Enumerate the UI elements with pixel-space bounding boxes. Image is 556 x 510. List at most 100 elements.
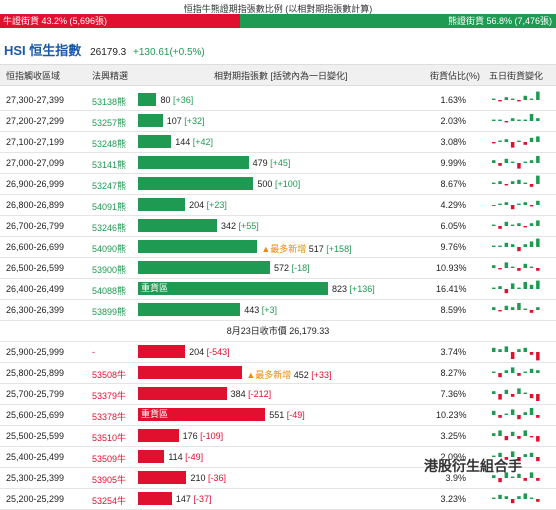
range-cell: 27,200-27,299	[6, 116, 65, 126]
daily-change: [-109]	[200, 431, 224, 441]
spark-bar	[498, 268, 502, 270]
five-day-sparkline	[492, 136, 540, 148]
range-cell: 26,500-26,599	[6, 263, 65, 273]
five-day-sparkline	[492, 156, 540, 169]
spark-bar	[523, 119, 527, 121]
spark-bar	[504, 221, 509, 226]
share-cell: 8.59%	[440, 305, 466, 315]
five-day-sparkline	[492, 388, 540, 401]
code-cell: 53248熊	[92, 139, 127, 149]
code-cell: 53257熊	[92, 118, 127, 128]
contract-bar	[138, 303, 241, 316]
daily-change: [+136]	[349, 284, 375, 294]
code-cell: 53246熊	[92, 223, 127, 233]
bull-row: 25,700-25,799 53379牛 384 [-212] 7.36%	[0, 384, 556, 405]
range-cell: 27,100-27,199	[6, 137, 65, 147]
spark-bar	[517, 373, 521, 376]
spark-bar	[517, 436, 521, 439]
spark-bar	[517, 179, 521, 184]
range-cell: 26,700-26,799	[6, 221, 65, 231]
contract-value: 384 [-212]	[231, 389, 272, 399]
contract-bar	[138, 114, 163, 127]
bear-row: 27,300-27,399 53138熊 80 [+36] 1.63%	[0, 90, 556, 111]
spark-bar	[492, 391, 496, 394]
spark-bar	[498, 452, 502, 457]
spark-bar	[523, 282, 527, 289]
code-cell: 53905牛	[92, 475, 127, 485]
spark-bar	[529, 241, 534, 247]
bull-row: 25,500-25,599 53510牛 176 [-109] 3.25%	[0, 426, 556, 447]
spark-bar	[498, 140, 502, 142]
bull-row: 25,600-25,699 53378牛 重貨區 551 [-49] 10.23%	[0, 405, 556, 426]
contract-value: 479 [+45]	[253, 158, 291, 168]
spark-bar	[536, 268, 540, 271]
spark-bar	[523, 430, 527, 436]
five-day-sparkline	[492, 220, 540, 229]
spark-bar	[517, 100, 521, 102]
share-cell: 16.41%	[436, 284, 467, 294]
spark-bar	[536, 457, 540, 462]
spark-bar	[517, 415, 521, 420]
share-cell: 3.08%	[440, 137, 466, 147]
header-range: 恒指觸收區域	[6, 71, 61, 81]
contract-bar	[138, 219, 217, 232]
spark-bar	[536, 370, 540, 373]
spark-bar	[504, 457, 509, 460]
daily-change: [-36]	[208, 473, 227, 483]
spark-bar	[504, 413, 509, 415]
daily-change: [-37]	[193, 494, 212, 504]
share-cell: 4.29%	[440, 200, 466, 210]
index-value: 26179.3	[90, 47, 127, 58]
contract-bar	[138, 366, 243, 379]
five-day-sparkline	[492, 238, 540, 252]
spark-bar	[523, 95, 527, 100]
range-cell: 27,300-27,399	[6, 95, 65, 105]
spark-bar	[523, 478, 527, 481]
spark-bar	[523, 182, 527, 184]
spark-bar	[523, 371, 527, 373]
share-cell: 8.27%	[440, 368, 466, 378]
spark-bar	[492, 287, 496, 289]
code-cell: 53141熊	[92, 160, 127, 170]
contract-bar	[138, 198, 186, 211]
share-cell: 7.36%	[440, 389, 466, 399]
contract-value: 114 [-49]	[168, 452, 203, 462]
spark-bar	[536, 156, 540, 163]
contract-count: 204	[189, 200, 207, 210]
contract-bar	[138, 177, 254, 190]
spark-bar	[536, 307, 540, 310]
spark-bar	[492, 371, 496, 373]
spark-bar	[504, 305, 509, 310]
new-most-tag: ▲最多新增	[261, 244, 309, 254]
spark-bar	[529, 472, 534, 478]
spark-bar	[510, 431, 515, 436]
daily-change: [+100]	[274, 179, 301, 189]
share-cell: 3.9%	[445, 473, 466, 483]
spark-bar	[529, 394, 534, 399]
bear-row: 27,100-27,199 53248熊 144 [+42] 3.08%	[0, 132, 556, 153]
code-cell: 53899熊	[92, 307, 127, 317]
spark-bar	[523, 142, 527, 145]
spark-bar	[504, 472, 509, 478]
bull-row: 25,300-25,399 53905牛 210 [-36] 3.9%	[0, 468, 556, 489]
spark-bar	[536, 200, 540, 205]
five-day-sparkline	[492, 200, 540, 210]
spark-bar	[492, 307, 496, 310]
spark-bar	[498, 310, 502, 312]
spark-bar	[529, 205, 534, 207]
spark-bar	[517, 473, 521, 478]
share-cell: 9.99%	[440, 158, 466, 168]
contract-bar	[138, 429, 179, 442]
spark-bar	[529, 497, 534, 499]
cbbc-table: 27,300-27,399 53138熊 80 [+36] 1.63% 27,200-2…	[0, 90, 556, 510]
range-cell: 25,700-25,799	[6, 389, 65, 399]
spark-bar	[523, 308, 527, 310]
spark-bar	[517, 457, 521, 462]
contract-value: 500 [+100]	[257, 179, 300, 189]
code-cell: 53508牛	[92, 370, 127, 380]
contract-bar	[138, 135, 172, 148]
spark-bar	[510, 266, 515, 268]
spark-bar	[536, 394, 540, 401]
spark-bar	[536, 415, 540, 418]
spark-bar	[523, 263, 527, 268]
